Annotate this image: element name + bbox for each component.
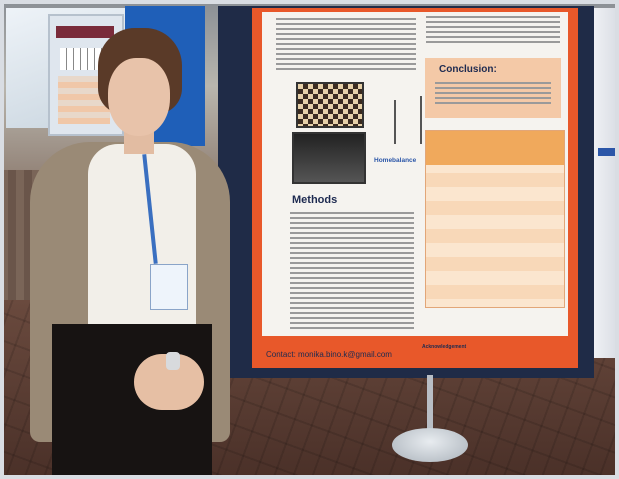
poster-stand-base: [392, 428, 468, 462]
poster-intro-text: [276, 18, 416, 73]
poster-content-area: Homebalance Methods Conclusion:: [262, 12, 568, 336]
neighbor-poster-board: [590, 8, 619, 358]
wristwatch: [166, 352, 180, 370]
homebalance-label: Homebalance: [374, 157, 417, 164]
acknowledgement-label: Acknowledgement: [422, 344, 467, 350]
person: [30, 24, 230, 479]
methods-text: [290, 212, 414, 332]
name-badge: [150, 264, 188, 310]
methods-heading: Methods: [292, 194, 338, 206]
poster-stand-pole: [427, 375, 433, 443]
results-table-header: [426, 131, 564, 165]
contact-email: monika.bino.k@gmail.com: [298, 350, 392, 359]
background-poster-band: [56, 26, 114, 38]
poster-results-text: [426, 16, 560, 46]
conclusion-text: [435, 82, 551, 107]
standing-figures-illustration: [380, 90, 440, 150]
scientific-poster: Homebalance Methods Conclusion: Contact:…: [252, 8, 578, 368]
face: [108, 58, 170, 136]
results-table: [425, 130, 565, 308]
neighbor-poster-stripe: [598, 148, 618, 156]
device-photo: [292, 132, 366, 184]
contact-line: Contact: monika.bino.k@gmail.com: [266, 350, 392, 359]
conclusion-box: Conclusion:: [425, 58, 561, 118]
contact-label: Contact:: [266, 350, 296, 359]
chessboard-photo: [296, 82, 364, 128]
conclusion-heading: Conclusion:: [439, 64, 497, 75]
background-poster-grid: [60, 48, 106, 70]
